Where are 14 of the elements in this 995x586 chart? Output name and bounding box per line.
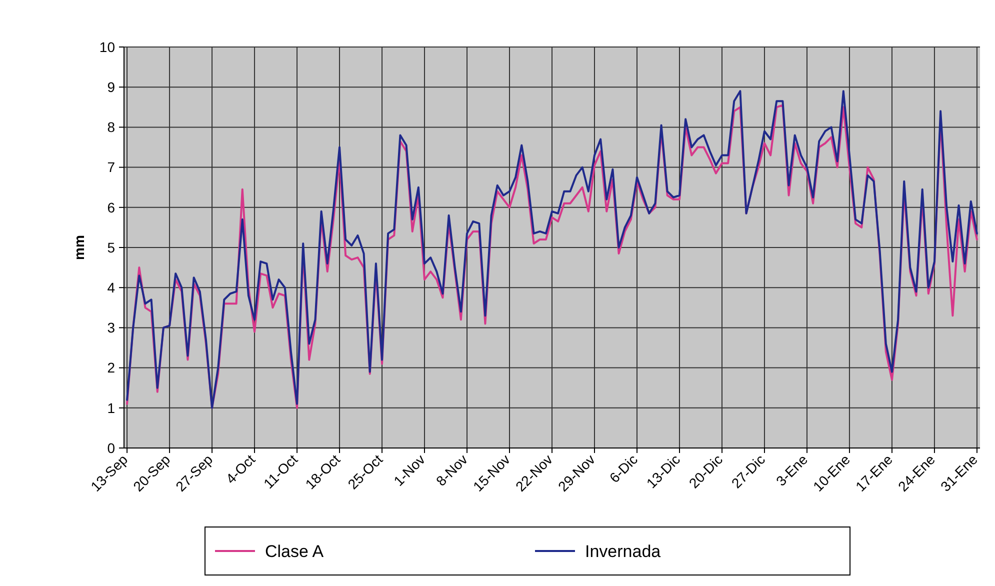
y-tick-label: 6 (107, 199, 116, 216)
y-tick-label: 9 (107, 79, 116, 95)
y-tick-label: 5 (107, 239, 116, 256)
y-tick-label: 4 (107, 280, 116, 296)
y-tick-label: 2 (107, 360, 116, 376)
legend-label: Clase A (265, 542, 324, 561)
legend-label: Invernada (585, 542, 662, 561)
y-tick-label: 0 (107, 440, 116, 456)
y-axis-title: mm (71, 235, 87, 260)
y-tick-label: 3 (107, 320, 116, 336)
y-tick-label: 7 (107, 159, 116, 176)
y-tick-label: 8 (107, 119, 116, 136)
y-tick-label: 10 (99, 38, 116, 55)
y-tick-label: 1 (107, 400, 116, 416)
